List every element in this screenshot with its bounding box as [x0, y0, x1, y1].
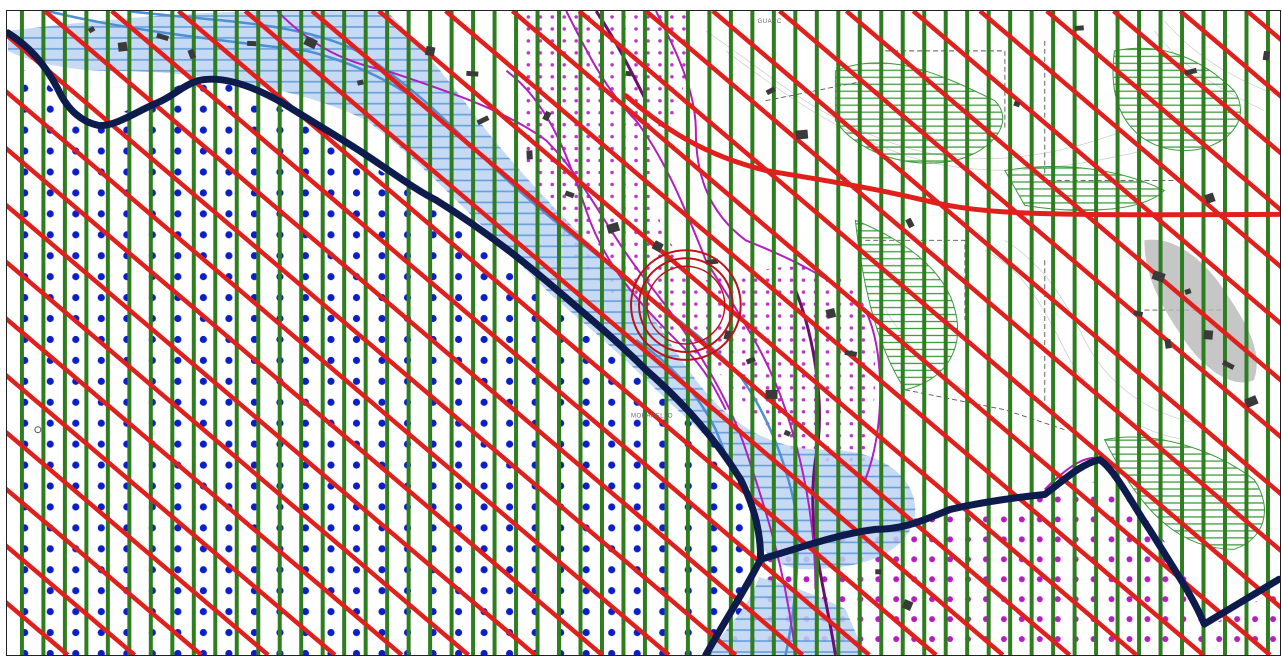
zoning-map[interactable]: GUARC MORARELLO [7, 11, 1280, 655]
building-footprint [1203, 330, 1214, 340]
hatch-line-diagonal [43, 11, 804, 655]
survey-point-icon [34, 426, 42, 434]
building-footprint [905, 217, 915, 229]
building-footprint [1244, 395, 1259, 409]
building-footprint [1221, 359, 1235, 370]
building-footprint [651, 240, 664, 253]
building-footprint [466, 70, 479, 77]
hatch-line-diagonal [1112, 11, 1280, 156]
hatch-line-diagonal [711, 11, 1280, 497]
hatch-line-diagonal [310, 11, 1072, 655]
building-footprint [564, 190, 575, 199]
building-footprint [247, 40, 257, 47]
building-footprint [1133, 310, 1144, 318]
hatch-line-diagonal [911, 11, 1280, 326]
hatch-line-diagonal [1045, 11, 1280, 213]
hatch-line-diagonal [7, 543, 137, 655]
hatch-line-diagonal [377, 11, 1138, 655]
building-footprint [901, 599, 914, 611]
building-footprint [356, 79, 364, 86]
map-viewport[interactable]: GUARC MORARELLO [6, 10, 1281, 656]
hatch-line-diagonal [577, 11, 1280, 610]
hatch-line-diagonal [7, 373, 337, 655]
building-footprint [745, 356, 756, 365]
coastline [7, 29, 765, 655]
building-footprint [783, 429, 792, 437]
hatch-line-diagonal [844, 11, 1280, 383]
hatch-line-diagonal [7, 316, 404, 655]
diagonal-hatch-overlay [7, 11, 1280, 655]
building-footprint [1164, 339, 1172, 349]
building-footprint [1151, 270, 1166, 283]
place-label-north: GUARC [758, 19, 782, 25]
hatch-line-diagonal [978, 11, 1280, 269]
building-footprint [825, 308, 837, 319]
hatch-line-diagonal [510, 11, 1272, 655]
building-footprint [1184, 288, 1192, 295]
building-footprint [424, 45, 436, 57]
hatch-line-diagonal [7, 146, 604, 655]
building-footprint [1013, 100, 1021, 108]
hatch-line-diagonal [7, 259, 470, 655]
hatch-line-diagonal [7, 202, 537, 655]
hatch-line-diagonal [644, 11, 1280, 553]
building-footprint [795, 129, 809, 140]
building-footprint [1204, 192, 1216, 204]
building-footprint [526, 150, 533, 160]
building-footprint [765, 86, 776, 96]
building-footprint [1262, 50, 1270, 61]
hatch-line-diagonal [243, 11, 1005, 655]
hatch-line-diagonal [7, 32, 738, 655]
location-marker-circle[interactable] [630, 249, 742, 361]
hatch-line-diagonal [110, 11, 871, 655]
hatch-line-diagonal [7, 486, 203, 655]
building-footprint [87, 25, 96, 34]
building-footprint [476, 115, 490, 126]
building-footprint [542, 110, 552, 122]
building-footprint [156, 32, 170, 42]
hatch-line-diagonal [778, 11, 1280, 440]
building-footprint [187, 48, 197, 60]
buildings [87, 25, 1270, 611]
coastline-east [757, 456, 1280, 628]
building-footprint [303, 35, 318, 50]
building-footprint [765, 389, 778, 400]
building-footprint [625, 70, 633, 77]
place-label-center: MORARELLO [631, 414, 673, 420]
hatch-line-diagonal [7, 89, 671, 655]
hatch-line-diagonal [444, 11, 1205, 655]
hatch-line-diagonal [1245, 11, 1280, 42]
building-footprint [117, 41, 128, 52]
hatch-line-diagonal [7, 430, 270, 655]
building-footprint [1184, 67, 1198, 76]
building-footprint [875, 569, 882, 575]
building-footprint [606, 221, 621, 234]
building-footprint [844, 349, 858, 357]
main-road [623, 93, 1280, 218]
building-footprint [1074, 25, 1084, 31]
